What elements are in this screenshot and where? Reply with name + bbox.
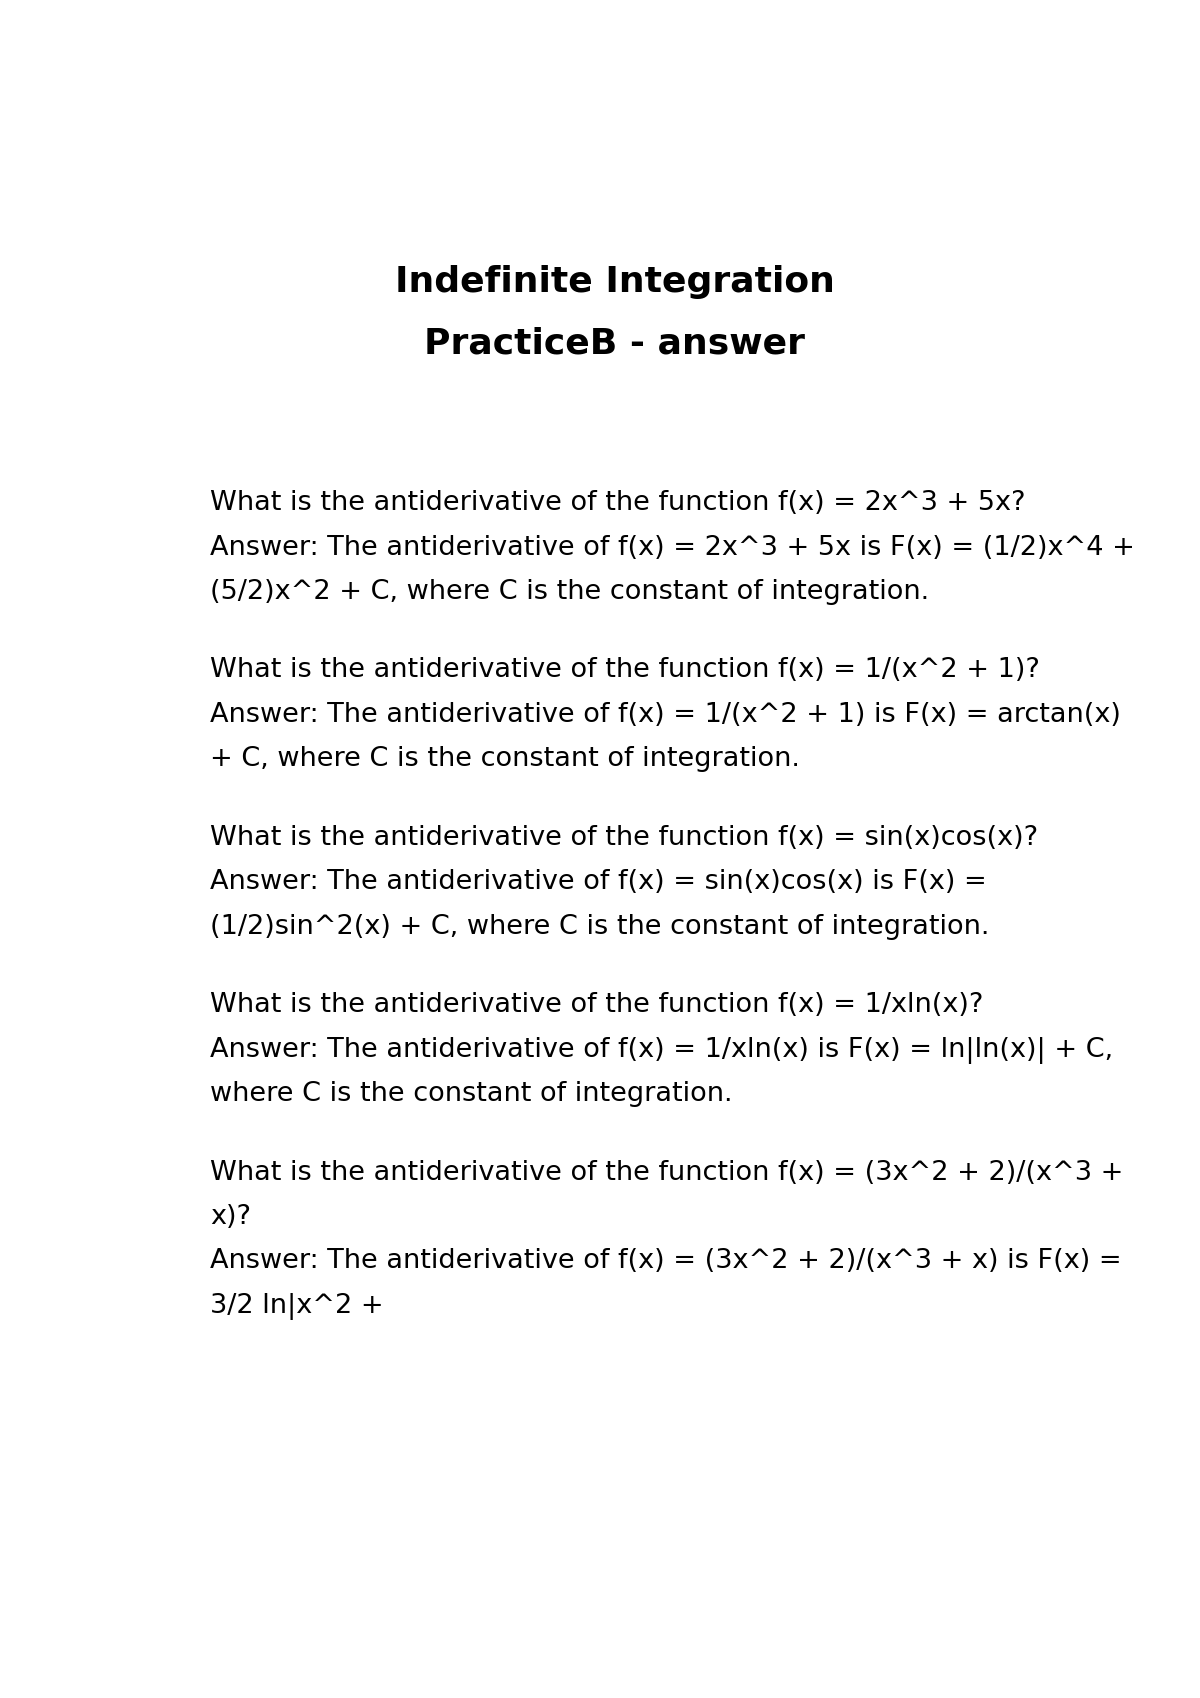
Text: Answer: The antiderivative of f(x) = 2x^3 + 5x is F(x) = (1/2)x^4 +: Answer: The antiderivative of f(x) = 2x^… bbox=[210, 535, 1135, 560]
Text: (5/2)x^2 + C, where C is the constant of integration.: (5/2)x^2 + C, where C is the constant of… bbox=[210, 579, 930, 604]
Text: Indefinite Integration: Indefinite Integration bbox=[395, 265, 835, 299]
Text: What is the antiderivative of the function f(x) = 1/xln(x)?: What is the antiderivative of the functi… bbox=[210, 992, 984, 1019]
Text: Answer: The antiderivative of f(x) = 1/xln(x) is F(x) = ln|ln(x)| + C,: Answer: The antiderivative of f(x) = 1/x… bbox=[210, 1036, 1114, 1063]
Text: 3/2 ln|x^2 +: 3/2 ln|x^2 + bbox=[210, 1292, 384, 1319]
Text: What is the antiderivative of the function f(x) = 2x^3 + 5x?: What is the antiderivative of the functi… bbox=[210, 491, 1026, 516]
Text: What is the antiderivative of the function f(x) = sin(x)cos(x)?: What is the antiderivative of the functi… bbox=[210, 825, 1038, 851]
Text: + C, where C is the constant of integration.: + C, where C is the constant of integrat… bbox=[210, 747, 800, 773]
Text: (1/2)sin^2(x) + C, where C is the constant of integration.: (1/2)sin^2(x) + C, where C is the consta… bbox=[210, 914, 990, 939]
Text: Answer: The antiderivative of f(x) = (3x^2 + 2)/(x^3 + x) is F(x) =: Answer: The antiderivative of f(x) = (3x… bbox=[210, 1248, 1122, 1275]
Text: x)?: x)? bbox=[210, 1204, 252, 1229]
Text: What is the antiderivative of the function f(x) = (3x^2 + 2)/(x^3 +: What is the antiderivative of the functi… bbox=[210, 1160, 1124, 1185]
Text: where C is the constant of integration.: where C is the constant of integration. bbox=[210, 1082, 733, 1107]
Text: What is the antiderivative of the function f(x) = 1/(x^2 + 1)?: What is the antiderivative of the functi… bbox=[210, 657, 1040, 684]
Text: Answer: The antiderivative of f(x) = 1/(x^2 + 1) is F(x) = arctan(x): Answer: The antiderivative of f(x) = 1/(… bbox=[210, 701, 1121, 728]
Text: PracticeB - answer: PracticeB - answer bbox=[425, 328, 805, 362]
Text: Answer: The antiderivative of f(x) = sin(x)cos(x) is F(x) =: Answer: The antiderivative of f(x) = sin… bbox=[210, 869, 988, 895]
